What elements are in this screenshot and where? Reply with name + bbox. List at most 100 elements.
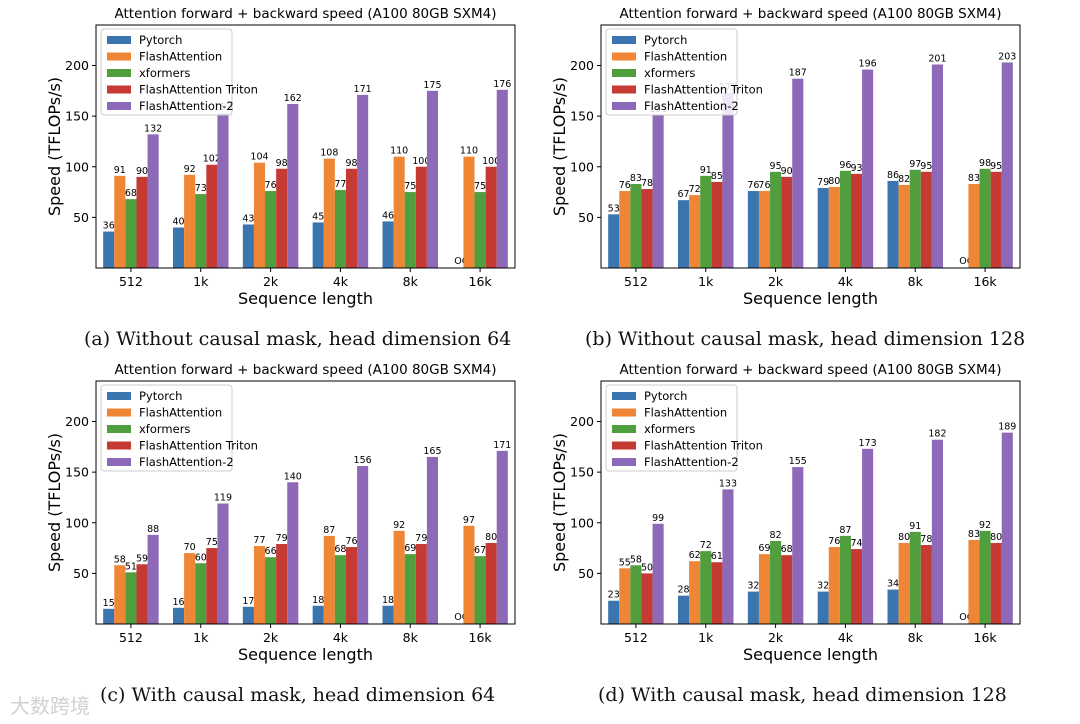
bar-flashattention-2-1k [217, 503, 229, 624]
bar-flashattention-2-512 [147, 534, 159, 624]
bar-pytorch-1k [173, 607, 185, 624]
caption-c: (c) With causal mask, head dimension 64 [100, 684, 496, 706]
bar-flashattention-8k [898, 543, 910, 624]
watermark-logo: 大数跨境 [10, 694, 90, 718]
x-tick-label: 2k [263, 274, 279, 289]
data-label-flashattention-triton-8k: 100 [412, 156, 430, 167]
bar-flashattention-triton-512 [641, 189, 653, 268]
bar-xformers-1k [700, 175, 712, 268]
bar-flashattention-2-4k [357, 94, 369, 268]
data-label-flashattention-2-2k: 162 [284, 93, 302, 104]
data-label-flashattention-2-16k: 171 [493, 440, 511, 451]
data-label-flashattention-2-8k: 175 [423, 80, 441, 91]
legend-swatch [107, 458, 131, 466]
data-label-flashattention-2-4k: 173 [859, 438, 877, 449]
y-axis-label: Speed (TFLOPs/s) [550, 77, 569, 216]
data-label-pytorch-8k: 34 [887, 579, 899, 590]
bar-xformers-512 [630, 183, 642, 268]
data-label-flashattention-triton-2k: 90 [781, 166, 793, 177]
x-tick-label: 2k [263, 630, 279, 645]
bar-flashattention-2-8k [426, 456, 438, 624]
y-tick-label: 200 [570, 58, 594, 73]
bar-flashattention-8k [393, 156, 405, 268]
bar-flashattention-16k [463, 525, 475, 624]
data-label-flashattention-8k: 80 [898, 532, 910, 543]
data-label-xformers-2k: 95 [770, 161, 782, 172]
legend-label: FlashAttention-2 [139, 99, 234, 113]
x-tick-label: 1k [193, 630, 209, 645]
data-label-flashattention-2-8k: 201 [928, 53, 946, 64]
bar-flashattention-triton-2k [781, 555, 793, 624]
bar-xformers-2k [770, 171, 782, 268]
data-label-pytorch-4k: 45 [312, 211, 324, 222]
data-label-xformers-2k: 76 [265, 180, 277, 191]
bar-flashattention-triton-1k [206, 548, 218, 624]
data-label-pytorch-4k: 79 [817, 177, 829, 188]
bar-flashattention-2-2k [287, 482, 299, 624]
bar-pytorch-4k [817, 188, 829, 268]
legend-swatch [612, 458, 636, 466]
legend-label: xformers [644, 422, 695, 436]
bar-pytorch-512 [608, 214, 620, 268]
bar-xformers-16k [474, 556, 486, 624]
data-label-xformers-512: 58 [630, 554, 642, 565]
legend-label: xformers [139, 422, 190, 436]
bar-pytorch-512 [608, 600, 620, 624]
bar-flashattention-2-1k [722, 489, 734, 624]
data-label-xformers-16k: 67 [474, 545, 486, 556]
bar-flashattention-2k [253, 162, 266, 268]
bar-flashattention-2-1k [722, 92, 734, 269]
legend-label: FlashAttention [139, 406, 222, 420]
x-axis-label: Sequence length [743, 289, 878, 308]
data-label-flashattention-1k: 92 [184, 164, 196, 175]
bar-flashattention-2-8k [931, 64, 943, 268]
data-label-flashattention-triton-2k: 98 [276, 158, 288, 169]
data-label-flashattention-512: 55 [619, 557, 631, 568]
data-label-flashattention-2-2k: 155 [789, 456, 807, 467]
bar-flashattention-2-512 [652, 115, 664, 268]
data-label-pytorch-1k: 40 [173, 217, 185, 228]
legend-swatch [612, 392, 636, 400]
bar-flashattention-2k [758, 191, 771, 268]
bar-pytorch-8k [887, 589, 899, 624]
chart-panel-a: Attention forward + backward speed (A100… [45, 6, 516, 308]
data-label-flashattention-triton-512: 59 [136, 553, 148, 564]
x-tick-label: 16k [469, 630, 493, 645]
data-label-xformers-16k: 98 [979, 158, 991, 169]
data-label-pytorch-2k: 17 [242, 596, 254, 607]
data-label-xformers-1k: 73 [195, 183, 207, 194]
bar-xformers-8k [909, 169, 921, 268]
axes-frame [600, 380, 1021, 625]
bar-flashattention-triton-8k [415, 544, 427, 624]
legend-swatch [107, 441, 131, 450]
bar-flashattention-2-8k [931, 439, 943, 624]
bar-flashattention-triton-512 [136, 564, 148, 624]
legend: Pytorch FlashAttention xformers FlashAttent… [605, 28, 763, 116]
data-label-flashattention-2-4k: 171 [354, 84, 372, 95]
data-label-flashattention-2-16k: 203 [998, 51, 1016, 62]
data-label-flashattention-2-16k: 176 [493, 79, 511, 90]
data-label-flashattention-2-4k: 196 [859, 59, 877, 70]
y-tick-label: 200 [65, 414, 89, 429]
data-label-flashattention-2-2k: 187 [789, 68, 807, 79]
bar-xformers-2k [770, 540, 782, 624]
bar-flashattention-16k [968, 183, 980, 268]
data-label-xformers-1k: 60 [195, 552, 207, 563]
data-label-flashattention-1k: 70 [184, 542, 196, 553]
bar-flashattention-triton-16k [990, 171, 1002, 268]
legend-box [100, 28, 233, 116]
bar-flashattention-512 [114, 565, 126, 624]
x-axis-label: Sequence length [743, 645, 878, 664]
bar-xformers-4k [334, 190, 346, 268]
legend-label: FlashAttention Triton [644, 83, 763, 97]
legend-label: Pytorch [644, 389, 687, 403]
chart-panel-b: Attention forward + backward speed (A100… [550, 6, 1021, 308]
bar-flashattention-2-16k [496, 450, 508, 624]
bar-xformers-1k [700, 551, 712, 624]
x-tick-label: 8k [403, 630, 419, 645]
legend-swatch [107, 392, 131, 400]
bar-flashattention-triton-16k [485, 543, 497, 624]
x-tick-label: 16k [469, 274, 493, 289]
data-label-flashattention-triton-1k: 61 [711, 551, 723, 562]
